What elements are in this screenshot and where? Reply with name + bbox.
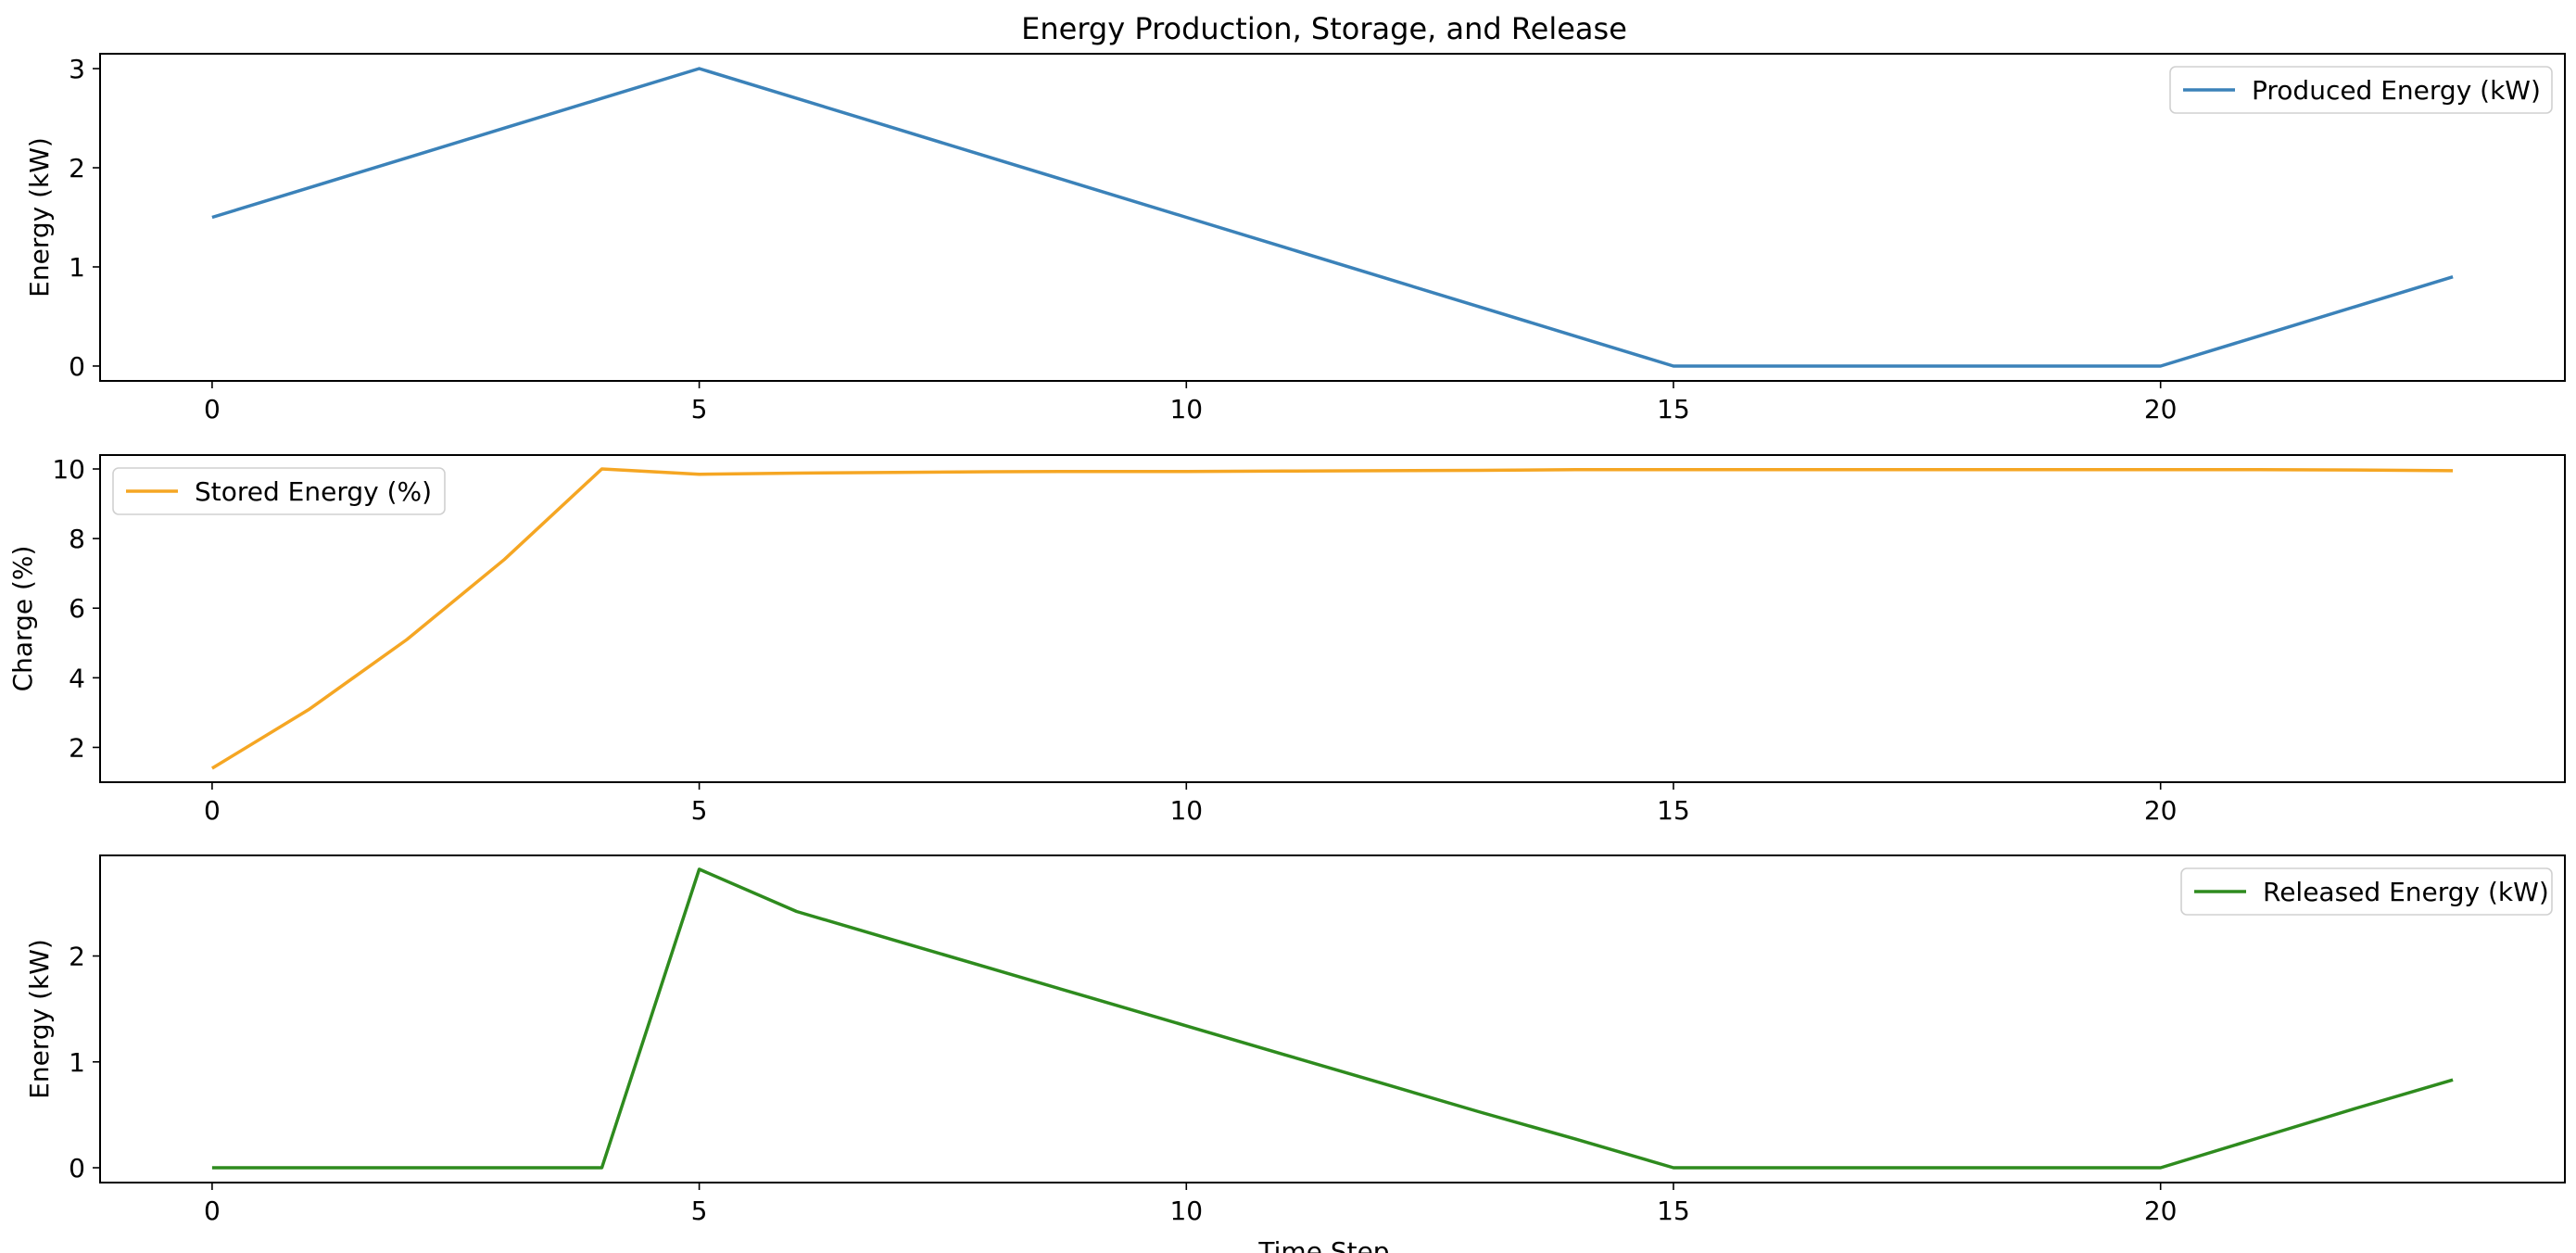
y-tick-label: 1 bbox=[69, 1047, 85, 1078]
y-tick-label: 6 bbox=[69, 593, 85, 624]
x-tick-label: 15 bbox=[1657, 1196, 1690, 1226]
y-axis-label: Charge (%) bbox=[7, 546, 38, 692]
x-tick-label: 10 bbox=[1169, 795, 1203, 826]
x-tick-label: 20 bbox=[2144, 1196, 2178, 1226]
series-line-1-1 bbox=[211, 67, 2454, 368]
y-tick-label: 2 bbox=[69, 153, 85, 184]
axes-frame bbox=[99, 854, 2566, 1183]
y-tick-label: 3 bbox=[69, 54, 85, 84]
legend-box bbox=[2180, 867, 2553, 916]
y-tick-label: 8 bbox=[69, 524, 85, 554]
x-tick-label: 10 bbox=[1169, 394, 1203, 424]
y-tick-label: 4 bbox=[69, 663, 85, 693]
legend: Produced Energy (kW) bbox=[2169, 66, 2553, 114]
series-line-3-1 bbox=[211, 867, 2454, 1170]
x-tick-label: 10 bbox=[1169, 1196, 1203, 1226]
legend-box bbox=[2169, 66, 2553, 114]
x-tick-label: 20 bbox=[2144, 394, 2178, 424]
legend-box bbox=[112, 467, 446, 515]
x-tick-label: 5 bbox=[691, 795, 708, 826]
chart-title: Energy Production, Storage, and Release bbox=[1021, 11, 1627, 46]
legend-label: Stored Energy (%) bbox=[195, 476, 432, 507]
y-tick-label: 2 bbox=[69, 942, 85, 972]
axes-frame bbox=[99, 53, 2566, 382]
x-tick-label: 20 bbox=[2144, 795, 2178, 826]
series-line-2-1 bbox=[210, 467, 2454, 770]
y-tick-label: 2 bbox=[69, 732, 85, 763]
legend: Stored Energy (%) bbox=[112, 467, 446, 515]
x-tick-label: 0 bbox=[204, 394, 221, 424]
x-tick-label: 0 bbox=[204, 795, 221, 826]
axes-frame bbox=[99, 454, 2566, 783]
legend: Released Energy (kW) bbox=[2180, 867, 2553, 916]
y-axis-label: Energy (kW) bbox=[24, 939, 55, 1099]
x-tick-label: 5 bbox=[691, 394, 708, 424]
legend-label: Produced Energy (kW) bbox=[2252, 75, 2541, 106]
x-tick-label: 5 bbox=[691, 1196, 708, 1226]
y-axis-label: Energy (kW) bbox=[24, 137, 55, 297]
subplot-1: 0 5 10 15 20 0 1 2 3 Energy (kW) Produced Energy (… bbox=[24, 53, 2566, 424]
x-tick-label: 15 bbox=[1657, 394, 1690, 424]
y-tick-label: 0 bbox=[69, 351, 85, 382]
subplot-3: 0 5 10 15 20 0 1 2 Energy (kW) Released Energy (k… bbox=[24, 854, 2566, 1226]
legend-label: Released Energy (kW) bbox=[2263, 877, 2549, 907]
x-tick-label: 15 bbox=[1657, 795, 1690, 826]
y-tick-label: 1 bbox=[69, 252, 85, 283]
y-tick-label: 0 bbox=[69, 1153, 85, 1183]
y-tick-label: 10 bbox=[52, 454, 85, 485]
x-tick-label: 0 bbox=[204, 1196, 221, 1226]
x-axis-label: Time Step bbox=[1257, 1236, 1389, 1253]
subplot-2: 0 5 10 15 20 2 4 6 8 10 Charge (%) Stored Energy (%… bbox=[7, 454, 2566, 826]
